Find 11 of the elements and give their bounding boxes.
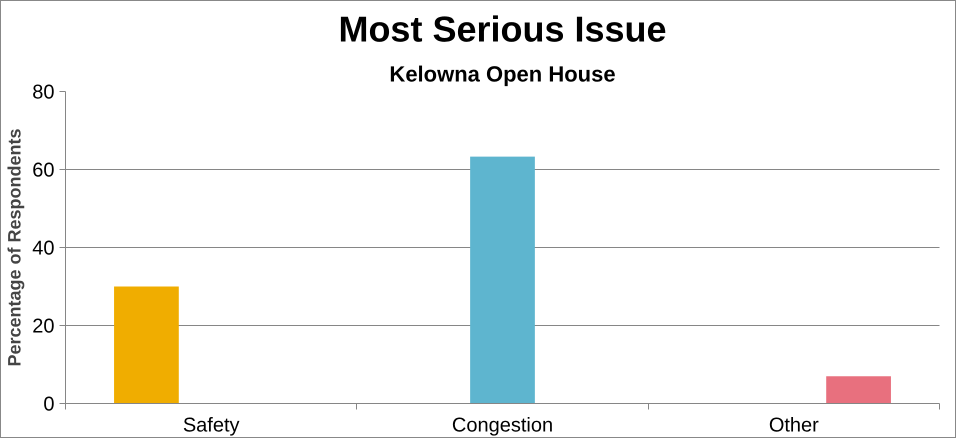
x-tick-label: Other bbox=[768, 414, 820, 436]
chart-title: Most Serious Issue bbox=[338, 8, 667, 50]
y-axis-title: Percentage of Respondents bbox=[4, 128, 24, 367]
y-tick-label: 60 bbox=[32, 160, 55, 182]
chart-subtitle: Kelowna Open House bbox=[389, 62, 616, 86]
x-tick-label: Congestion bbox=[452, 414, 554, 436]
y-tick-label: 80 bbox=[32, 82, 55, 104]
y-tick-label: 40 bbox=[32, 238, 55, 260]
y-tick-label: 0 bbox=[43, 394, 54, 416]
y-tick-label: 20 bbox=[32, 316, 55, 338]
x-tick-label: Safety bbox=[182, 414, 240, 436]
